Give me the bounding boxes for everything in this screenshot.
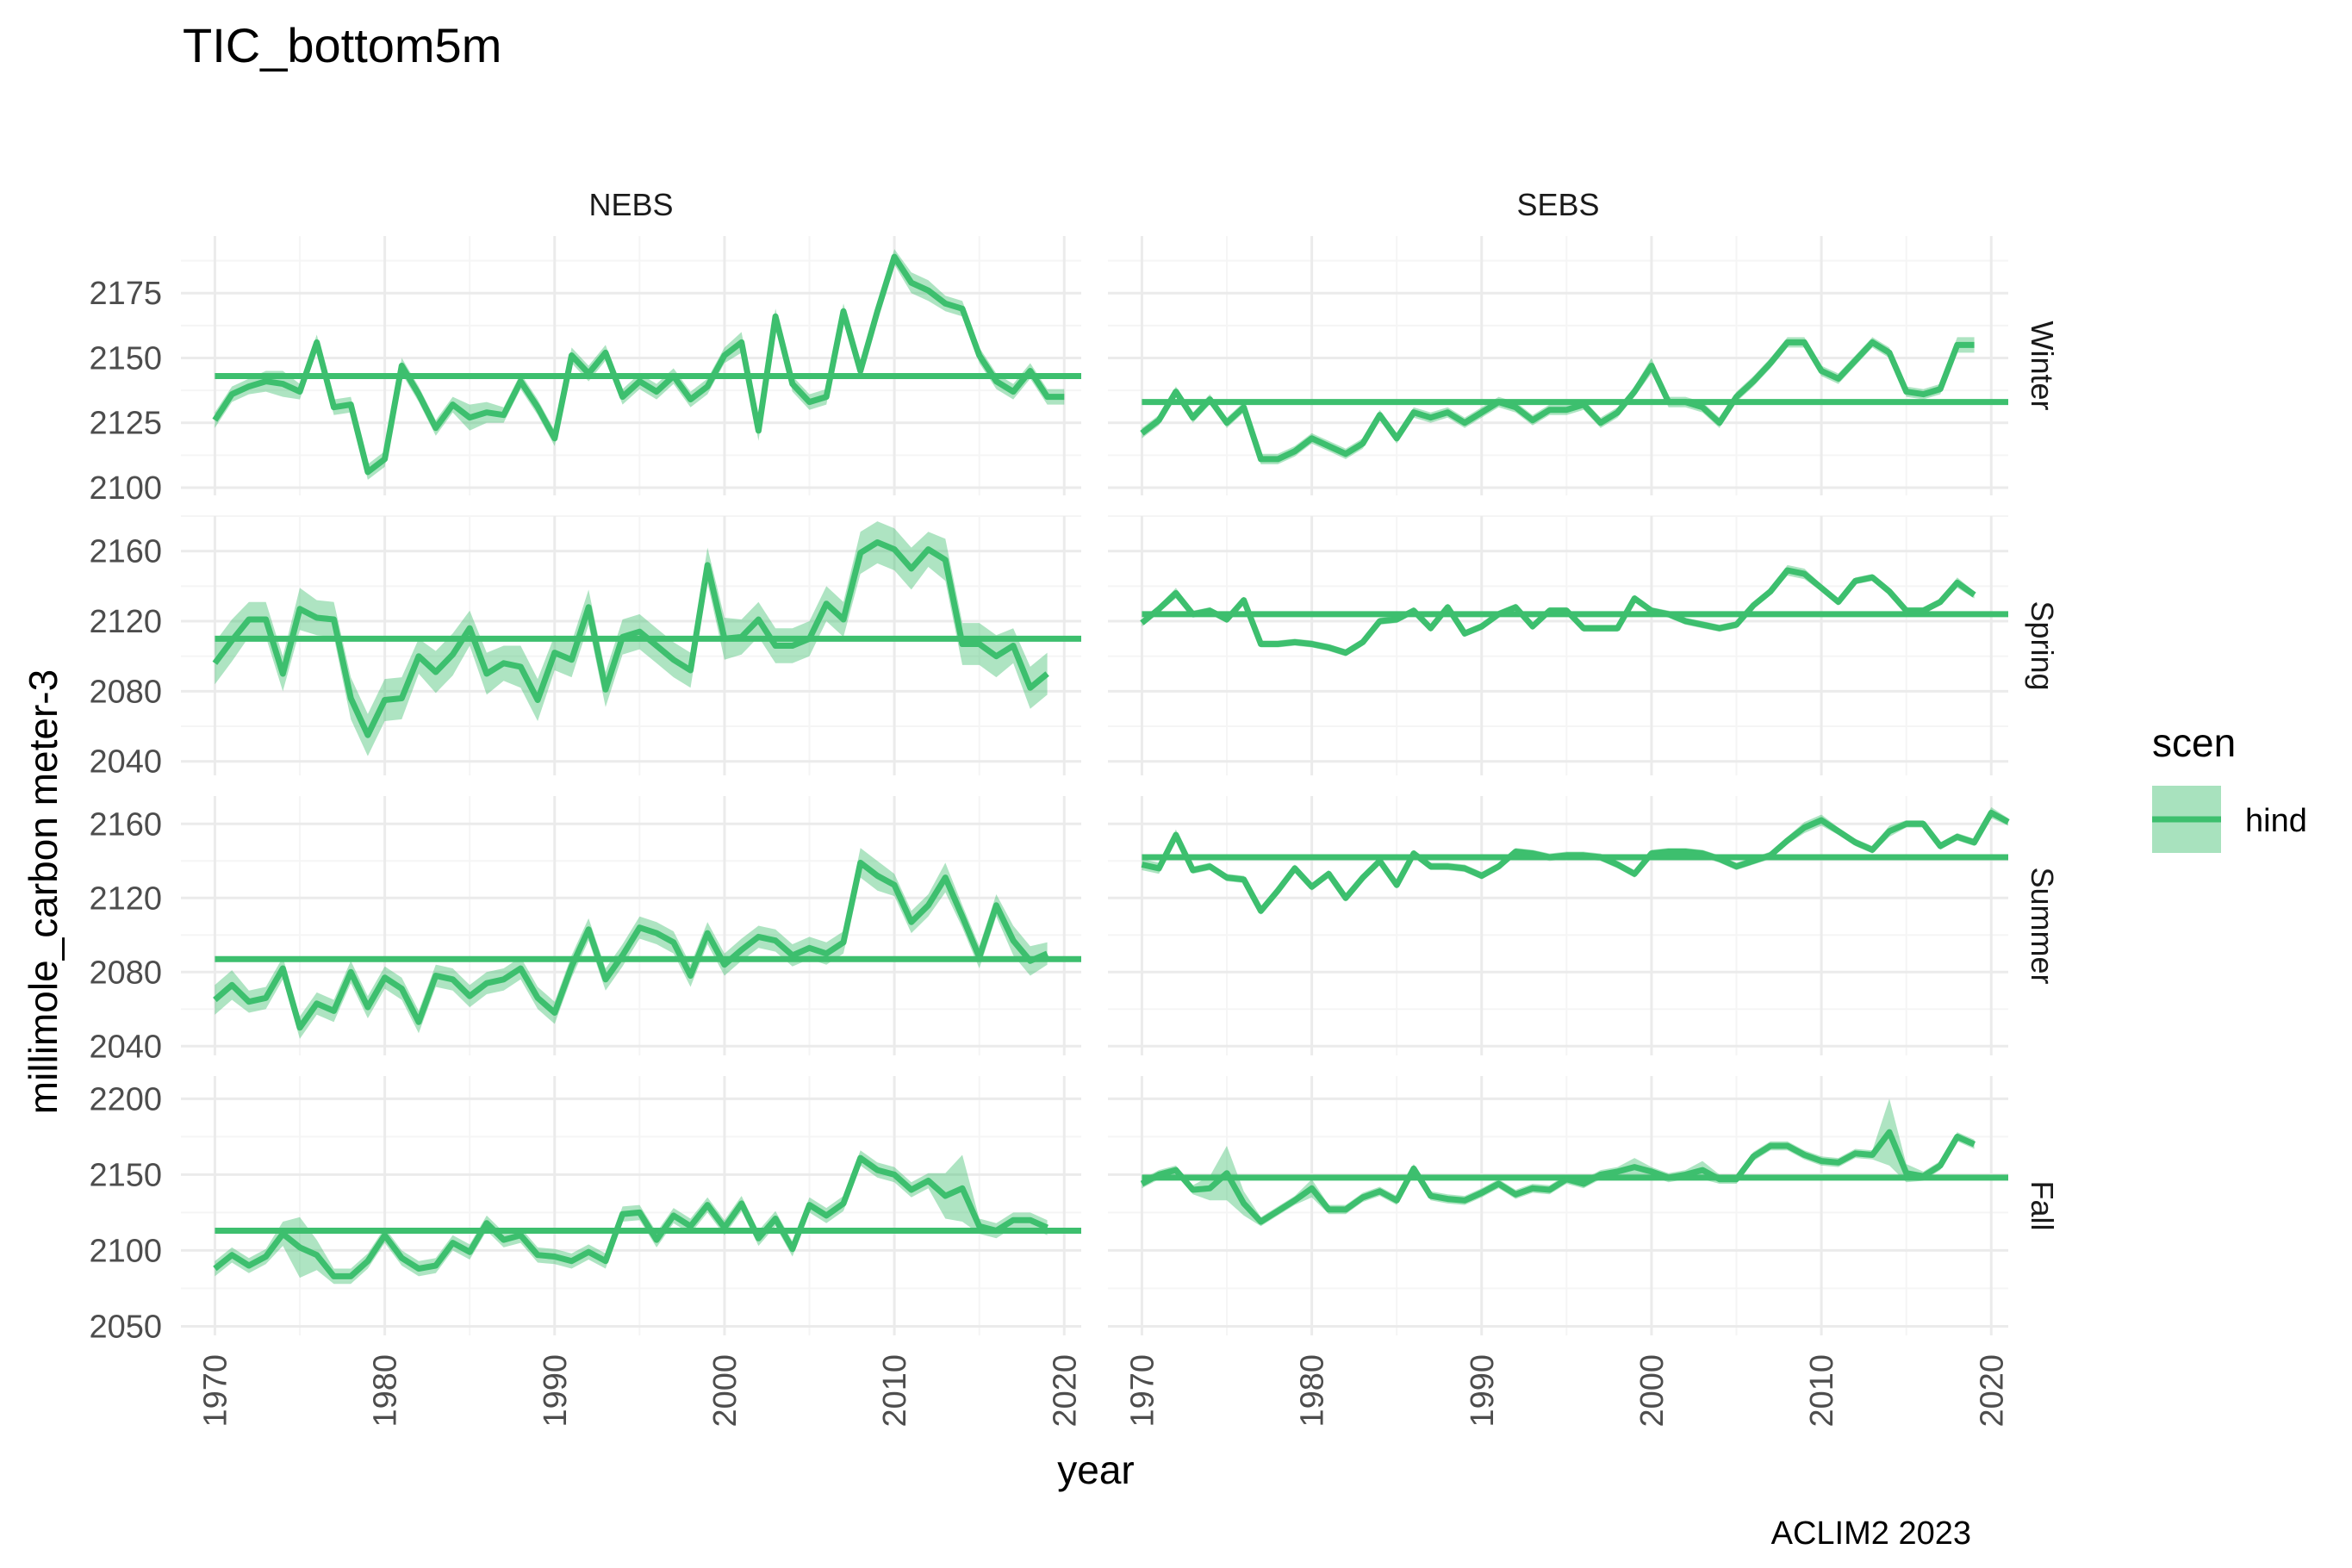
x-tick-label: 1970: [1124, 1354, 1160, 1428]
y-tick-label: 2125: [89, 406, 162, 442]
panel-nebs-spring: [212, 521, 1081, 756]
series-line-sebs-fall: [1140, 1129, 1976, 1225]
y-tick-label: 2175: [89, 276, 162, 312]
series-line-nebs-summer: [213, 859, 1048, 1031]
legend: scen hind: [2152, 720, 2307, 853]
y-tick-label: 2080: [89, 955, 162, 991]
panel-nebs-summer: [213, 848, 1081, 1039]
panel-sebs-winter: [1140, 337, 2008, 464]
axis-layer: NEBS SEBS Winter Spring Summer Fall 2100 2125 21…: [89, 187, 2060, 1428]
x-tick-label: 2000: [1634, 1354, 1671, 1428]
y-tick-label: 2050: [89, 1309, 162, 1345]
caption: ACLIM2 2023: [1771, 1515, 1971, 1552]
grid-layer: [181, 236, 2008, 1335]
data-layer: [212, 249, 2010, 1285]
strip-label-nebs: NEBS: [588, 187, 673, 222]
y-tick-label: 2040: [89, 1029, 162, 1065]
y-tick-label: 2160: [89, 534, 162, 570]
panel-sebs-fall: [1140, 1098, 2008, 1227]
y-tick-label: 2100: [89, 470, 162, 507]
panel-sebs-spring: [1140, 564, 2008, 656]
x-tick-label: 1980: [1295, 1354, 1331, 1428]
x-tick-label: 2020: [1047, 1354, 1083, 1428]
legend-title: scen: [2152, 720, 2236, 765]
y-axis-label: millimole_carbon meter-3: [21, 669, 65, 1114]
x-tick-label: 2000: [707, 1354, 744, 1428]
strip-label-summer: Summer: [2025, 867, 2060, 984]
series-line-sebs-winter: [1140, 339, 1975, 463]
series-line-sebs-summer: [1141, 809, 2010, 914]
strip-label-fall: Fall: [2025, 1180, 2060, 1230]
y-tick-label: 2120: [89, 880, 162, 917]
ribbon-nebs-fall: [215, 1150, 1048, 1285]
series-line-nebs-spring: [212, 539, 1049, 738]
series-line-nebs-winter: [212, 253, 1065, 476]
x-tick-label: 2020: [1974, 1354, 2010, 1428]
panel-nebs-winter: [212, 249, 1081, 480]
legend-entry-hind: hind: [2245, 803, 2307, 839]
x-tick-label: 2010: [1804, 1354, 1840, 1428]
panel-nebs-fall: [213, 1150, 1081, 1285]
y-tick-label: 2150: [89, 340, 162, 376]
y-tick-label: 2040: [89, 744, 162, 781]
x-tick-label: 1990: [538, 1354, 574, 1428]
x-axis-label: year: [1057, 1447, 1134, 1492]
strip-label-winter: Winter: [2025, 320, 2060, 410]
ribbon-sebs-fall: [1142, 1098, 1975, 1227]
y-tick-label: 2150: [89, 1157, 162, 1193]
y-tick-label: 2160: [89, 806, 162, 843]
y-tick-label: 2080: [89, 674, 162, 710]
y-tick-label: 2120: [89, 604, 162, 640]
chart-title: TIC_bottom5m: [183, 18, 501, 72]
strip-label-sebs: SEBS: [1516, 187, 1599, 222]
x-tick-label: 1980: [368, 1354, 404, 1428]
strip-label-spring: Spring: [2025, 600, 2060, 690]
x-tick-label: 1990: [1465, 1354, 1501, 1428]
x-tick-label: 1970: [197, 1354, 233, 1428]
y-tick-label: 2200: [89, 1081, 162, 1117]
series-line-sebs-spring: [1140, 567, 1976, 656]
panel-sebs-summer: [1141, 806, 2010, 915]
y-tick-label: 2100: [89, 1233, 162, 1269]
x-tick-label: 2010: [877, 1354, 913, 1428]
series-line-nebs-fall: [213, 1154, 1049, 1279]
